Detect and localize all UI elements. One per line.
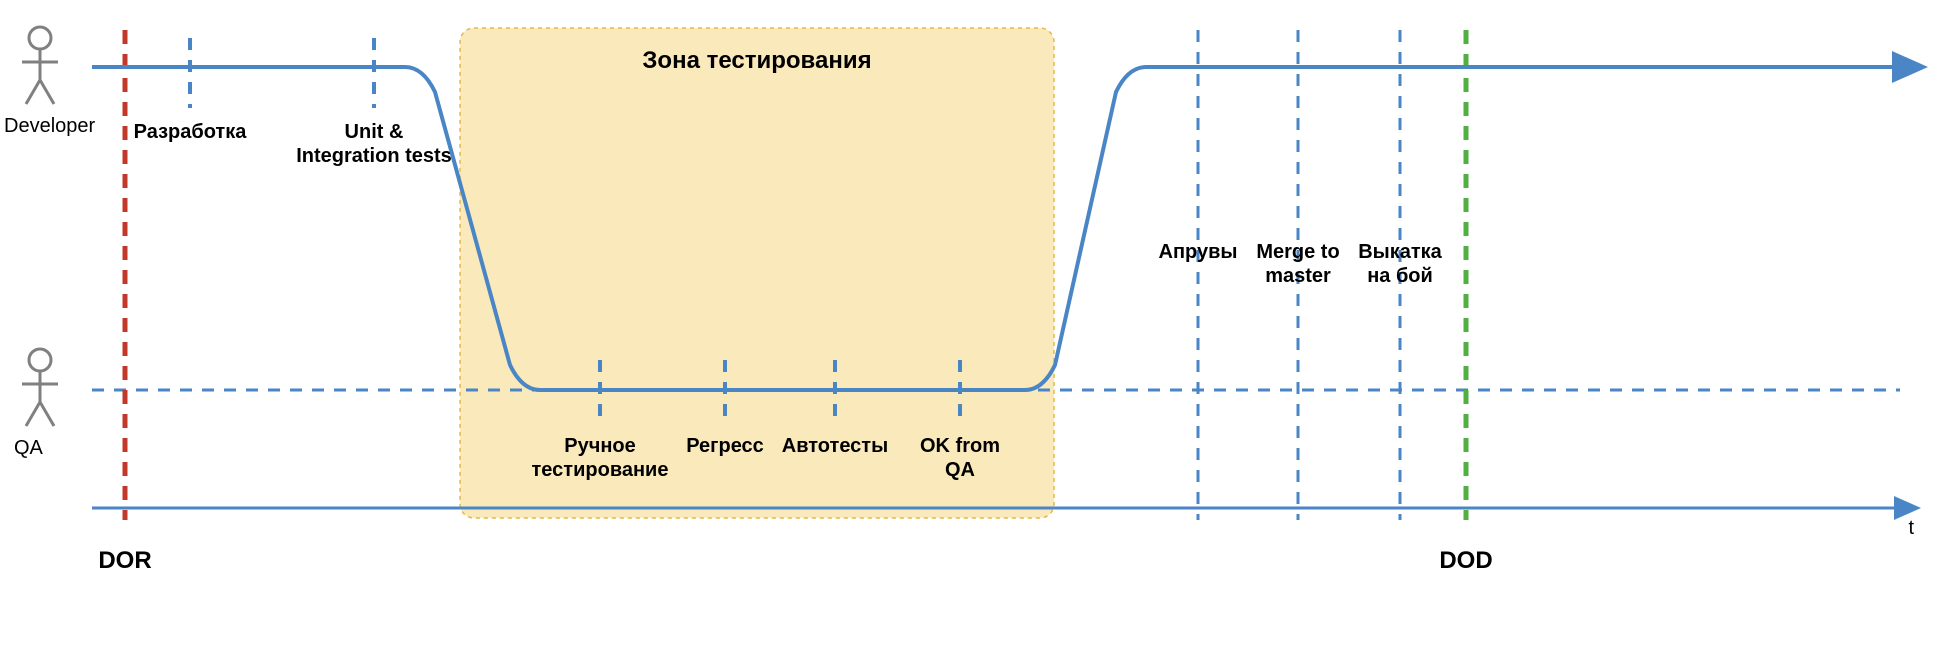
release-label-0: Апрувы [1159, 241, 1238, 263]
dod-label: DOD [1439, 547, 1492, 574]
time-axis-label: t [1908, 517, 1914, 539]
developer-icon [22, 27, 58, 104]
testing-zone-title: Зона тестирования [642, 47, 871, 74]
release-label-1: Merge tomaster [1256, 241, 1339, 287]
release-label-2: Выкаткана бой [1358, 241, 1442, 287]
qa-tick-label-2: Автотесты [782, 435, 888, 457]
qa-tick-label-1: Регресс [686, 435, 764, 457]
developer-label: Developer [4, 115, 96, 137]
dev-tick-label-1: Unit &Integration tests [296, 121, 452, 167]
qa-label: QA [14, 437, 44, 459]
dor-label: DOR [98, 547, 151, 574]
dev-tick-label-0: Разработка [134, 121, 248, 143]
qa-icon [22, 349, 58, 426]
diagram-canvas: Зона тестирования DOR DOD Апрувы Merge tomas… [0, 0, 1944, 668]
